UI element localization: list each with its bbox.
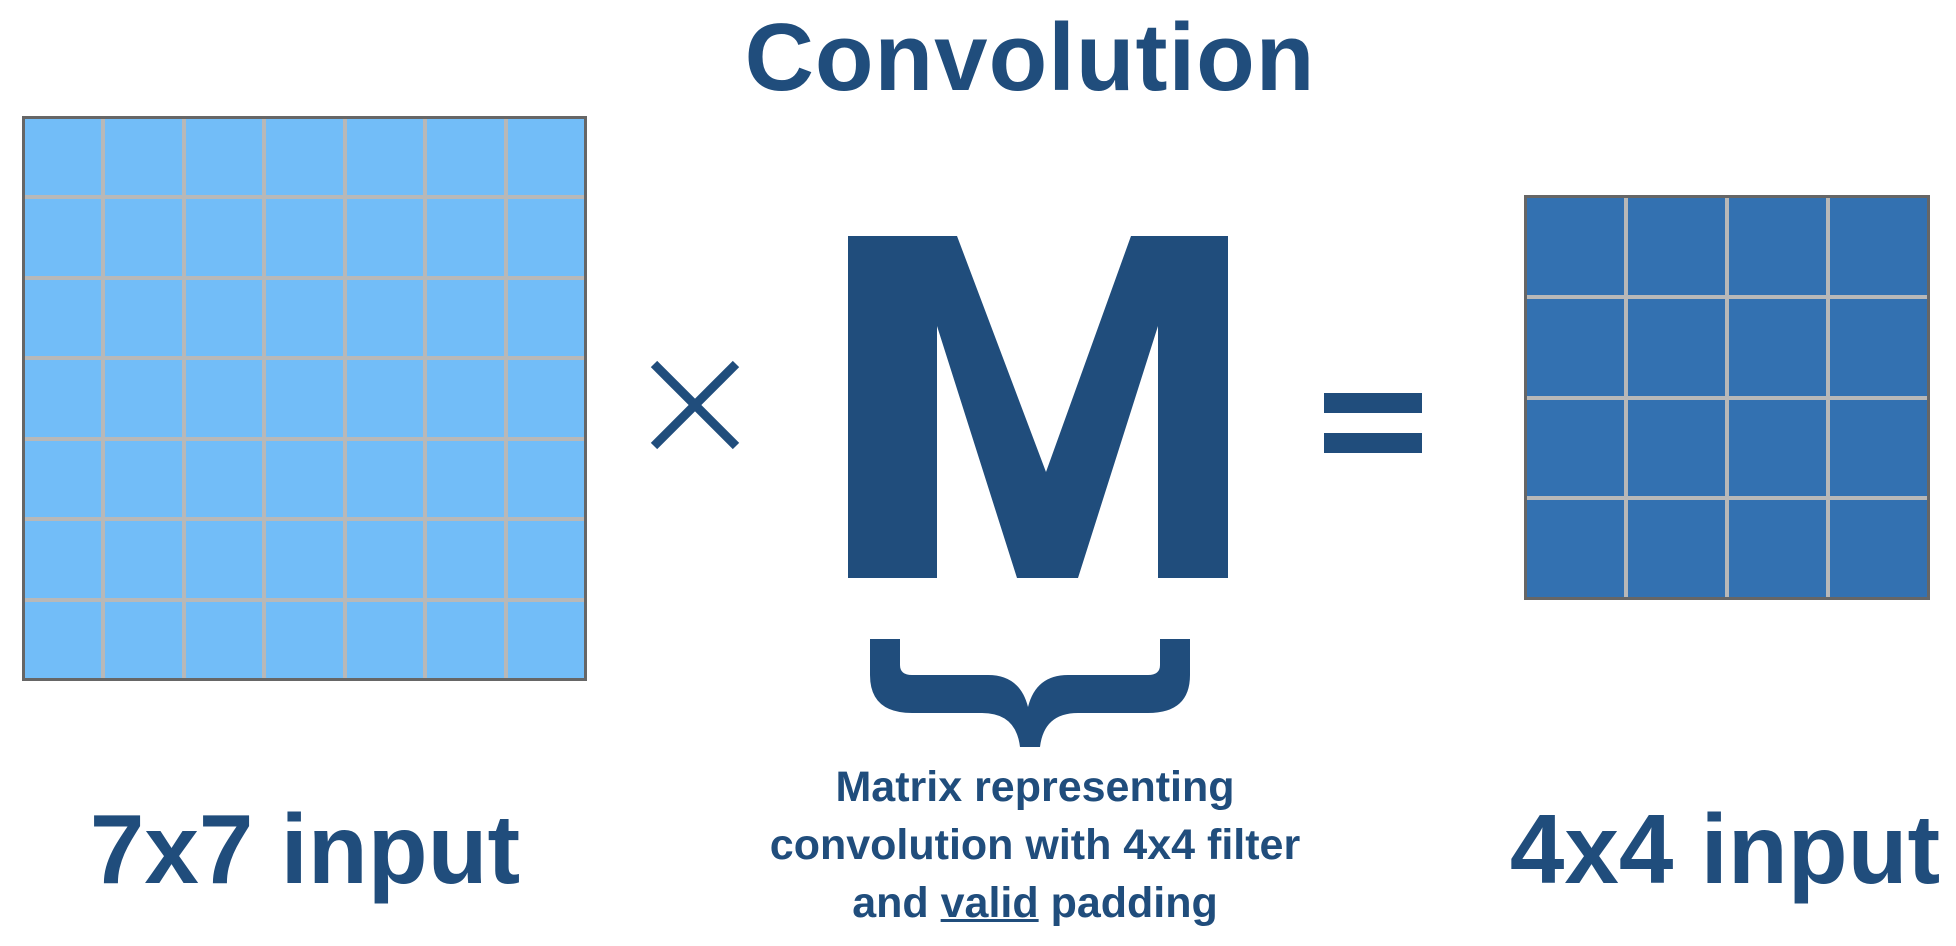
input-grid-cell [507,199,584,276]
input-grid-cell [25,521,102,598]
diagram-title: Convolution [744,4,1316,111]
output-grid-cell [1729,298,1826,396]
output-grid-cell [1527,198,1624,295]
input-grid-cell [427,521,504,598]
input-grid-cell [185,440,263,518]
input-grid-7x7 [22,116,587,681]
input-grid-cell [507,119,584,196]
input-grid-cell [185,360,263,437]
input-grid-cell [25,279,102,357]
input-grid-cell [105,279,182,357]
input-grid-cell [25,440,102,518]
input-grid-cell [185,521,263,598]
input-grid-cell [25,119,102,196]
caption-line-2: convolution with 4x4 filter [769,821,1301,869]
matrix-m-symbol [848,236,1228,578]
input-grid-cell [105,199,182,276]
input-grid-cell [105,521,182,598]
input-grid-cell [346,199,424,276]
output-grid-cell [1830,298,1927,396]
input-grid-cell [427,601,504,678]
caption-underlined-word: valid [940,879,1039,927]
input-grid-cell [266,440,343,518]
input-grid-cell [427,279,504,357]
output-grid-cell [1729,500,1826,597]
input-grid-cell [266,199,343,276]
input-grid-cell [507,521,584,598]
input-grid-cell [346,119,424,196]
input-grid-cell [266,521,343,598]
input-grid-cell [25,601,102,678]
input-grid-cell [266,601,343,678]
curly-brace-icon [870,639,1190,747]
output-grid-cell [1830,198,1927,295]
caption-line-1: Matrix representing [835,763,1235,811]
caption-line-3: and valid padding [700,874,1370,932]
output-grid-cell [1830,500,1927,597]
input-grid-cell [266,119,343,196]
input-grid-cell [507,601,584,678]
input-grid-cell [25,360,102,437]
input-grid-cell [427,440,504,518]
input-grid-cell [346,360,424,437]
output-grid-cell [1628,298,1725,396]
output-grid-cell [1527,298,1624,396]
input-grid-cell [105,601,182,678]
input-grid-cell [427,119,504,196]
input-grid-cell [346,601,424,678]
input-grid-cell [346,440,424,518]
input-grid-cell [266,279,343,357]
input-grid-cell [427,199,504,276]
input-grid-cell [507,440,584,518]
input-grid-cell [427,360,504,437]
input-grid-cell [185,119,263,196]
output-grid-cell [1628,399,1725,497]
input-grid-cell [507,279,584,357]
input-grid-cell [346,521,424,598]
output-grid-cell [1628,198,1725,295]
caption-line-3-prefix: and [852,879,941,927]
input-grid-cell [266,360,343,437]
output-grid-cell [1628,500,1725,597]
matrix-caption: Matrix representing convolution with 4x4… [700,758,1370,932]
input-grid-cell [185,199,263,276]
input-grid-cell [185,601,263,678]
input-grid-cell [105,119,182,196]
output-grid-cell [1527,399,1624,497]
input-grid-cell [25,199,102,276]
output-grid-4x4 [1524,195,1930,600]
input-grid-cell [346,279,424,357]
input-grid-cell [507,360,584,437]
output-grid-cell [1729,399,1826,497]
input-grid-cell [105,360,182,437]
caption-line-3-suffix: padding [1038,879,1218,927]
input-grid-cell [185,279,263,357]
output-grid-cell [1729,198,1826,295]
equals-symbol [1324,393,1422,453]
output-grid-cell [1527,500,1624,597]
multiply-symbol [650,360,740,450]
input-grid-cell [105,440,182,518]
right-input-label: 4x4 input [1509,794,1941,904]
output-grid-cell [1830,399,1927,497]
left-input-label: 7x7 input [89,794,521,904]
